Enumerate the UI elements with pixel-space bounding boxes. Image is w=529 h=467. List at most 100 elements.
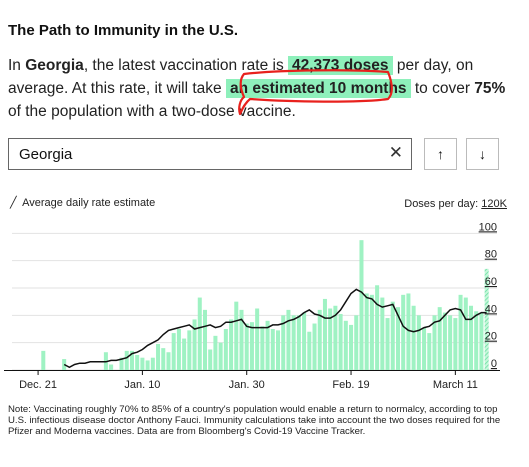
state-search: ✕ — [8, 138, 412, 170]
daily-bar — [432, 315, 437, 370]
daily-bar — [218, 342, 223, 370]
daily-bar — [197, 297, 202, 370]
y-tick-label: 60 — [485, 276, 497, 288]
y-axis-unit: Doses per day: 120K — [404, 198, 507, 210]
estimate-highlight: an estimated 10 months — [225, 79, 411, 98]
daily-bar — [380, 297, 385, 370]
y-tick-label: 0 — [491, 358, 497, 370]
daily-bar — [223, 329, 228, 370]
daily-bar — [390, 301, 395, 370]
daily-bar — [369, 294, 374, 370]
daily-bar — [296, 315, 301, 370]
daily-bar — [375, 285, 380, 370]
daily-bar — [182, 338, 187, 370]
daily-bar — [229, 319, 234, 370]
daily-bar — [129, 350, 134, 370]
daily-bar — [427, 333, 432, 370]
daily-bar — [202, 309, 207, 370]
daily-bar — [328, 308, 333, 370]
daily-bar — [62, 359, 67, 370]
daily-bar — [422, 327, 427, 370]
y-gridlines — [12, 232, 497, 371]
daily-bar — [458, 294, 463, 370]
daily-bar — [124, 350, 129, 370]
average-rate-line — [63, 288, 487, 369]
daily-dose-bars — [41, 240, 489, 370]
daily-bar — [442, 312, 447, 370]
daily-bar — [208, 349, 213, 370]
percent-value: 75% — [474, 80, 506, 97]
daily-bar — [317, 309, 322, 370]
next-state-button[interactable]: ↓ — [466, 138, 499, 170]
y-tick-label: 100 — [479, 221, 497, 233]
state-name: Georgia — [25, 57, 84, 74]
daily-bar — [463, 297, 468, 370]
daily-bar — [150, 357, 155, 370]
daily-bar — [479, 312, 484, 370]
daily-bar — [161, 348, 166, 370]
chart-legend: ╱ Average daily rate estimate — [10, 196, 155, 209]
daily-bar — [468, 305, 474, 370]
y-tick-label: 80 — [485, 249, 497, 261]
clear-icon[interactable]: ✕ — [388, 143, 403, 162]
y-axis-label: Doses per day: — [404, 198, 482, 210]
daily-bar — [234, 301, 239, 370]
daily-bar — [270, 329, 275, 370]
x-tick-label: Jan. 10 — [124, 379, 160, 391]
y-tick-label: 40 — [485, 303, 497, 315]
annotation-scribble — [238, 69, 393, 116]
daily-bar — [281, 315, 286, 370]
daily-bar — [401, 294, 406, 370]
daily-bar — [41, 350, 46, 370]
daily-bar — [140, 357, 145, 370]
daily-bar — [474, 311, 479, 370]
daily-bar — [302, 312, 307, 370]
daily-bar — [145, 360, 150, 370]
daily-bar — [359, 240, 364, 370]
state-search-input[interactable] — [19, 140, 379, 168]
daily-bar — [249, 322, 254, 370]
daily-bar — [213, 335, 218, 370]
daily-bar — [265, 320, 270, 370]
daily-bar — [406, 293, 411, 370]
daily-bar — [109, 364, 114, 370]
daily-bar — [187, 330, 192, 370]
daily-bar — [312, 323, 317, 370]
daily-bar — [333, 305, 338, 370]
lede-part2: per day, on average. At this rate, it wi… — [8, 57, 474, 97]
daily-bar — [239, 309, 244, 370]
lede-prefix: In — [8, 57, 26, 74]
lede-part4: of the population with a two-dose vaccin… — [8, 103, 296, 120]
x-tick-label: Jan. 30 — [229, 379, 265, 391]
x-tick-label: Dec. 21 — [19, 379, 57, 391]
daily-bar — [192, 319, 197, 370]
daily-bar — [343, 320, 348, 370]
daily-bar — [416, 315, 421, 370]
daily-bar — [135, 354, 140, 370]
daily-bar — [338, 313, 343, 370]
y-tick-labels: 0 20 40 60 80 100 — [479, 221, 497, 370]
daily-bar — [176, 329, 181, 370]
daily-bar — [385, 318, 390, 370]
footnote: Note: Vaccinating roughly 70% to 85% of … — [8, 404, 501, 437]
y-tick-label: 20 — [485, 331, 497, 343]
daily-bar — [349, 324, 354, 370]
arrow-up-icon: ↑ — [437, 146, 444, 162]
page-title: The Path to Immunity in the U.S. — [8, 22, 239, 39]
line-legend-icon: ╱ — [10, 197, 17, 209]
previous-state-button[interactable]: ↑ — [424, 138, 457, 170]
daily-bar — [156, 344, 161, 370]
lede-part3: to cover — [410, 80, 475, 97]
daily-bar — [453, 318, 458, 370]
daily-bar — [395, 307, 400, 370]
daily-bar — [286, 309, 291, 370]
daily-bar — [364, 293, 369, 370]
daily-bar — [307, 331, 312, 370]
lede-part1: , the latest vaccination rate is — [83, 57, 288, 74]
x-tick-label: March 11 — [433, 379, 478, 391]
x-tick-label: Feb. 19 — [332, 379, 369, 391]
summary-text: In Georgia, the latest vaccination rate … — [8, 54, 513, 123]
line-legend-label: Average daily rate estimate — [22, 197, 156, 209]
daily-bar — [260, 326, 265, 370]
daily-bar — [411, 305, 416, 370]
